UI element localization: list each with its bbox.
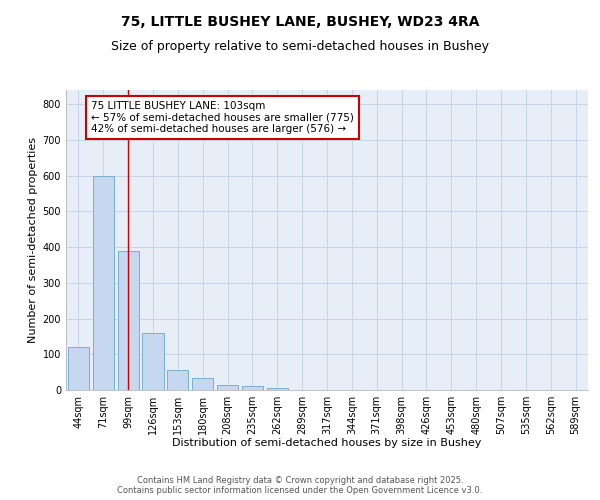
Bar — [242, 386, 263, 390]
Text: 75, LITTLE BUSHEY LANE, BUSHEY, WD23 4RA: 75, LITTLE BUSHEY LANE, BUSHEY, WD23 4RA — [121, 15, 479, 29]
Bar — [217, 384, 238, 390]
Bar — [68, 347, 89, 390]
Text: Contains HM Land Registry data © Crown copyright and database right 2025.
Contai: Contains HM Land Registry data © Crown c… — [118, 476, 482, 495]
Bar — [93, 176, 114, 390]
Bar — [142, 333, 164, 390]
Y-axis label: Number of semi-detached properties: Number of semi-detached properties — [28, 137, 38, 343]
Text: Size of property relative to semi-detached houses in Bushey: Size of property relative to semi-detach… — [111, 40, 489, 53]
X-axis label: Distribution of semi-detached houses by size in Bushey: Distribution of semi-detached houses by … — [172, 438, 482, 448]
Text: 75 LITTLE BUSHEY LANE: 103sqm
← 57% of semi-detached houses are smaller (775)
42: 75 LITTLE BUSHEY LANE: 103sqm ← 57% of s… — [91, 100, 354, 134]
Bar — [192, 378, 213, 390]
Bar — [118, 250, 139, 390]
Bar — [267, 388, 288, 390]
Bar — [167, 370, 188, 390]
